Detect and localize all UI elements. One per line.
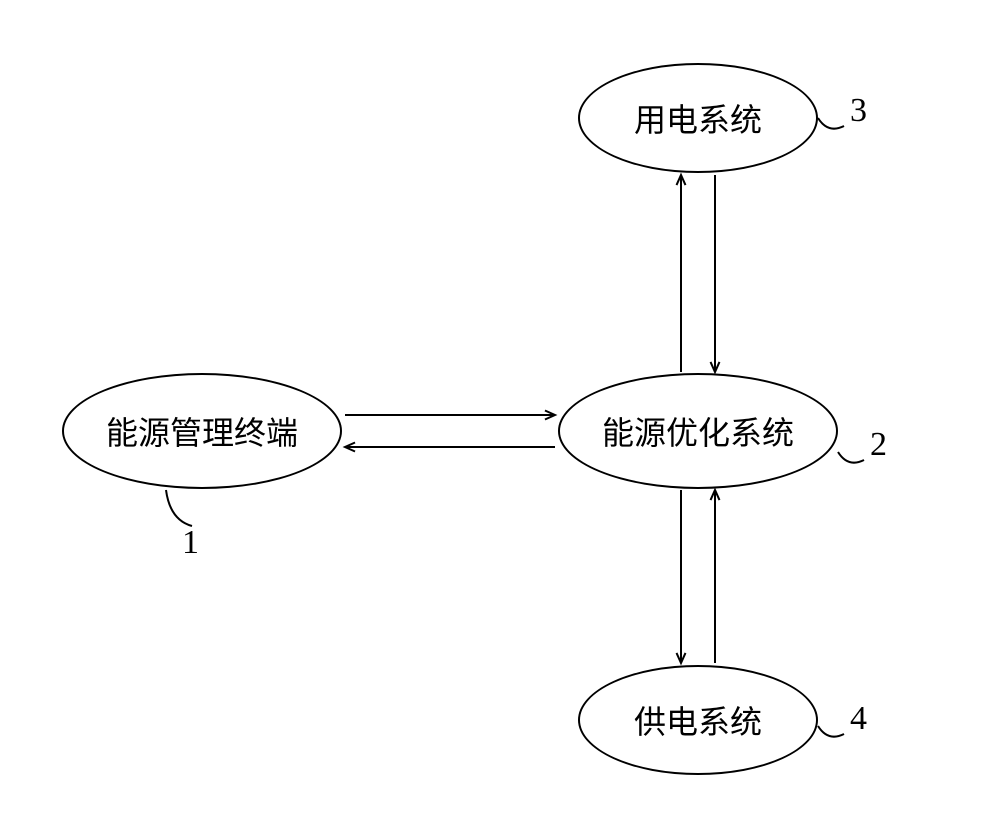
diagram-container: 能源管理终端 1 能源优化系统 2 用电系统 3 供电系统 4 xyxy=(0,0,1000,827)
node-energy-management-terminal: 能源管理终端 xyxy=(62,373,342,489)
node-power-consumption-system: 用电系统 xyxy=(578,63,818,173)
node-label: 用电系统 xyxy=(634,95,762,141)
node-label: 能源优化系统 xyxy=(602,408,794,454)
node-energy-optimization-system: 能源优化系统 xyxy=(558,373,838,489)
callout-3: 3 xyxy=(850,92,867,130)
node-label: 供电系统 xyxy=(634,697,762,743)
node-label: 能源管理终端 xyxy=(106,408,298,454)
callout-1: 1 xyxy=(182,524,199,562)
callout-4: 4 xyxy=(850,700,867,738)
callout-2: 2 xyxy=(870,426,887,464)
node-power-supply-system: 供电系统 xyxy=(578,665,818,775)
